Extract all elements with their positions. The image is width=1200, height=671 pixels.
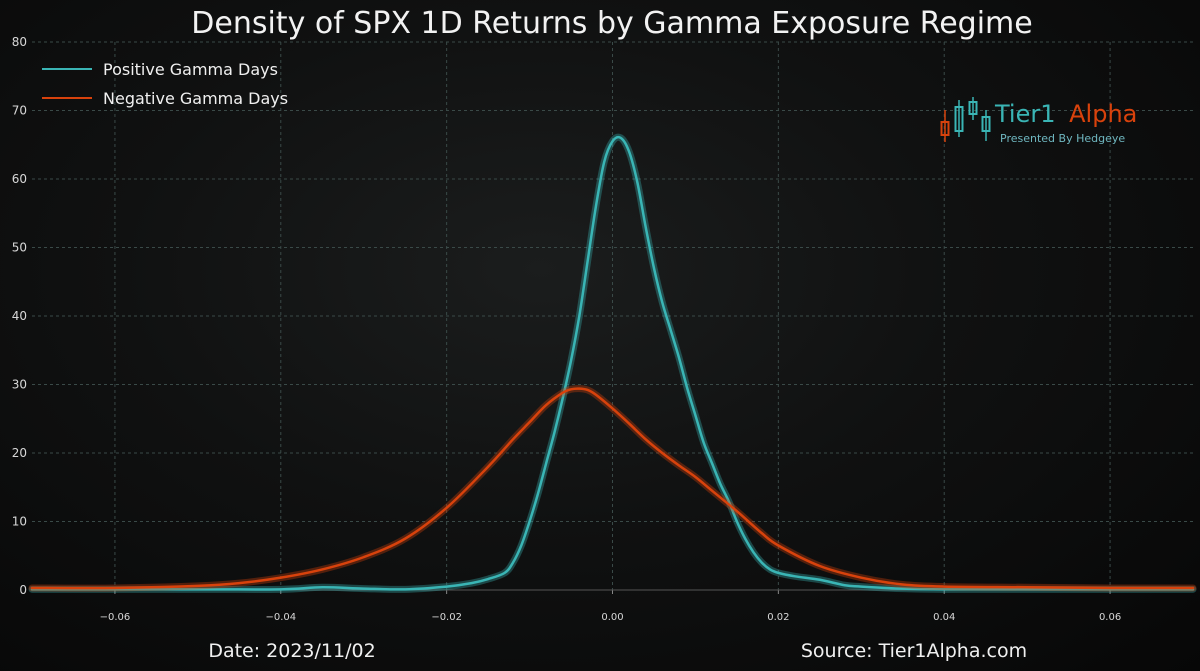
series-lines xyxy=(28,133,1197,593)
x-tick-label: 0.02 xyxy=(767,612,789,623)
y-tick-label: 0 xyxy=(19,583,27,597)
x-tick-label: −0.06 xyxy=(100,612,131,623)
y-tick-label: 60 xyxy=(12,172,27,186)
y-tick-label: 80 xyxy=(12,35,27,49)
legend: Positive Gamma Days Negative Gamma Days xyxy=(42,60,288,108)
x-tick-label: 0.00 xyxy=(601,612,623,623)
chart-title: Density of SPX 1D Returns by Gamma Expos… xyxy=(191,6,1032,41)
y-tick-label: 40 xyxy=(12,309,27,323)
x-tick-label: −0.04 xyxy=(265,612,296,623)
axes: 0 10 20 30 40 50 60 70 80 −0.06 −0.04 −0.02 0.00 0.02… xyxy=(12,35,1193,623)
positive-gamma-series-line xyxy=(30,135,1195,591)
y-tick-label: 50 xyxy=(12,241,27,255)
legend-label-positive-gamma: Positive Gamma Days xyxy=(103,60,278,79)
y-tick-label: 10 xyxy=(12,515,27,529)
candlestick-icon xyxy=(940,97,991,142)
logo-tagline: Presented By Hedgeye xyxy=(1000,132,1125,145)
x-tick-label: −0.02 xyxy=(431,612,462,623)
x-tick-label: 0.04 xyxy=(933,612,955,623)
logo-name-part2: Alpha xyxy=(1069,100,1137,128)
logo-wordmark: Tier1 Alpha xyxy=(994,100,1137,128)
legend-label-negative-gamma: Negative Gamma Days xyxy=(103,89,288,108)
footer-date: Date: 2023/11/02 xyxy=(208,640,375,662)
x-tick-label: 0.06 xyxy=(1099,612,1121,623)
y-tick-label: 30 xyxy=(12,378,27,392)
y-tick-label: 70 xyxy=(12,104,27,118)
negative-gamma-series-line xyxy=(30,387,1195,590)
footer-source: Source: Tier1Alpha.com xyxy=(801,640,1027,662)
y-tick-label: 20 xyxy=(12,446,27,460)
grid-lines xyxy=(32,41,1193,590)
tier1alpha-logo: Tier1 Alpha Presented By Hedgeye xyxy=(940,97,1137,145)
logo-name-part1: Tier1 xyxy=(994,100,1056,128)
